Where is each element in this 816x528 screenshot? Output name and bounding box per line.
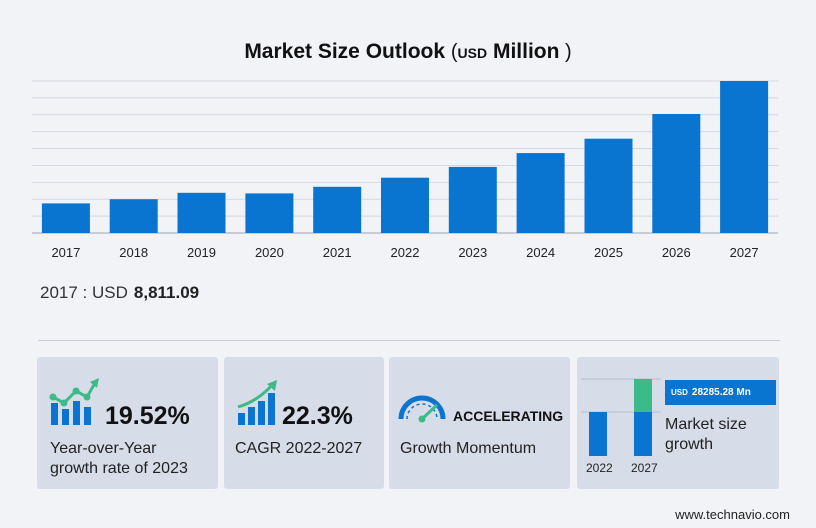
bar-2024 (516, 153, 565, 233)
chart-title-paren-close: ) (559, 41, 572, 63)
x-tick-label-2023: 2023 (458, 245, 487, 260)
cagr-value: 22.3% (282, 402, 353, 430)
chart-title-main: Market Size Outlook (244, 40, 446, 63)
year-start-label: 2022 (586, 461, 613, 475)
x-tick-label-2020: 2020 (255, 245, 284, 260)
rising-bars-icon (237, 380, 277, 425)
growth-badge: USD 28285.28 Mn (665, 380, 776, 405)
chart-title-unit-prefix: USD (457, 45, 488, 61)
base-year-label: 2017 : USD (40, 283, 128, 302)
bar-chart: 2017 2018 2019 2020 2021 2022 2023 2024 2025 2026… (32, 80, 778, 260)
bar-2019 (177, 192, 226, 233)
x-tick-label-2021: 2021 (323, 245, 352, 260)
bar-2020 (245, 193, 294, 233)
mini-bar-2022 (589, 412, 607, 456)
chart-title-unit: Million (492, 40, 560, 63)
x-tick-label-2022: 2022 (391, 245, 420, 260)
x-tick-label-2024: 2024 (526, 245, 555, 260)
chart-title: Market Size Outlook (USD Million ) (0, 40, 816, 64)
momentum-caption: Growth Momentum (400, 440, 537, 457)
bar-2017 (41, 203, 90, 233)
base-year-number: 8,811.09 (133, 283, 200, 302)
momentum-value: ACCELERATING (453, 408, 564, 424)
x-tick-label-2026: 2026 (662, 245, 691, 260)
x-tick-label-2025: 2025 (594, 245, 623, 260)
bar-2021 (313, 186, 362, 233)
footer-url: www.technavio.com (675, 507, 790, 522)
yoy-value: 19.52% (105, 402, 190, 430)
x-tick-label-2017: 2017 (51, 245, 80, 260)
bar-2023 (448, 166, 497, 233)
base-year-value: 2017 : USD 8,811.09 (40, 283, 199, 303)
market-caption-line2: growth (665, 436, 714, 453)
growth-badge-unit: USD (671, 388, 688, 397)
yoy-caption-line2: growth rate of 2023 (50, 460, 188, 477)
speedometer-icon (398, 395, 446, 423)
bar-2025 (584, 138, 633, 233)
yoy-caption-line1: Year-over-Year (50, 440, 157, 457)
divider (38, 340, 780, 341)
momentum-card: ACCELERATING Growth Momentum (389, 357, 570, 489)
x-tick-label-2019: 2019 (187, 245, 216, 260)
cagr-caption: CAGR 2022-2027 (235, 440, 363, 457)
year-end-label: 2027 (631, 461, 658, 475)
mini-bar-2027-growth (634, 379, 652, 412)
bar-2022 (381, 177, 429, 233)
bar-2026 (652, 114, 701, 233)
bar-2027 (720, 81, 769, 233)
bar-2018 (109, 199, 158, 233)
growth-chart-icon (49, 378, 99, 425)
x-tick-label-2018: 2018 (119, 245, 148, 260)
chart-title-paren-open: ( (450, 41, 458, 63)
growth-comparison-chart (581, 378, 661, 456)
cagr-card: 22.3% CAGR 2022-2027 (224, 357, 384, 489)
x-tick-label-2027: 2027 (730, 245, 759, 260)
yoy-card: 19.52% Year-over-Year growth rate of 202… (37, 357, 218, 489)
growth-badge-value: 28285.28 Mn (691, 387, 751, 398)
mini-bar-2027 (634, 412, 652, 456)
market-caption-line1: Market size (665, 416, 747, 433)
market-growth-card: 2022 2027 USD 28285.28 Mn Market size gro… (577, 357, 779, 489)
